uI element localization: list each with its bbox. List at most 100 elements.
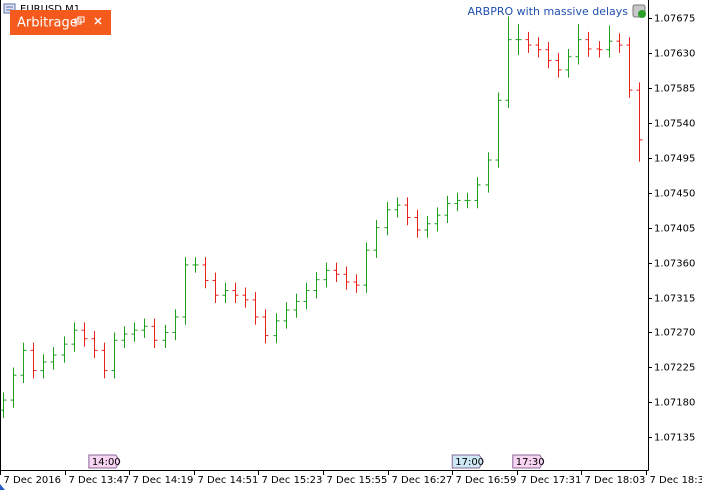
arbitrage-button[interactable]: Arbitrage bbox=[10, 10, 111, 35]
ohlc-bar bbox=[222, 282, 229, 303]
x-tick-label: 7 Dec 18:35 bbox=[650, 475, 702, 486]
y-tick-label: 1.07585 bbox=[654, 84, 695, 95]
x-tick-label: 7 Dec 15:55 bbox=[327, 475, 388, 486]
ohlc-bar bbox=[404, 197, 411, 226]
ohlc-bar bbox=[464, 192, 471, 209]
time-marker bbox=[88, 454, 121, 469]
x-tick-label: 7 Dec 16:59 bbox=[456, 475, 517, 486]
ohlc-bar bbox=[606, 25, 613, 58]
y-tick-label: 1.07315 bbox=[654, 294, 695, 305]
ohlc-bar bbox=[575, 24, 582, 65]
ohlc-bar bbox=[40, 354, 47, 379]
ohlc-bar bbox=[10, 367, 17, 408]
ohlc-bar bbox=[373, 219, 380, 258]
ohlc-bar bbox=[50, 347, 57, 370]
ohlc-bar bbox=[636, 82, 643, 162]
ohlc-bar bbox=[515, 24, 522, 56]
x-tick-label: 7 Dec 16:27 bbox=[392, 475, 453, 486]
x-tick-label: 7 Dec 18:03 bbox=[585, 475, 646, 486]
y-tick-label: 1.07675 bbox=[654, 14, 695, 25]
ohlc-bar bbox=[343, 266, 350, 290]
corner-marker bbox=[0, 484, 5, 490]
y-tick-label: 1.07225 bbox=[654, 363, 695, 374]
ohlc-bar bbox=[555, 52, 562, 78]
ohlc-bar bbox=[384, 201, 391, 236]
ohlc-bar bbox=[293, 293, 300, 318]
ohlc-bar bbox=[444, 195, 451, 223]
ohlc-bar bbox=[192, 257, 199, 273]
ohlc-bar bbox=[545, 41, 552, 69]
x-tick-label: 7 Dec 2016 bbox=[4, 475, 62, 486]
ohlc-bar bbox=[454, 192, 461, 212]
ohlc-bar bbox=[414, 209, 421, 238]
ohlc-bar bbox=[61, 336, 68, 363]
time-marker bbox=[451, 454, 484, 469]
ohlc-bar bbox=[242, 287, 249, 308]
time-marker bbox=[512, 454, 545, 469]
ohlc-bar bbox=[141, 318, 148, 338]
ohlc-bar bbox=[353, 274, 360, 293]
ohlc-bar bbox=[626, 37, 633, 98]
ohlc-bar bbox=[535, 37, 542, 58]
indicator-name: ARBPRO with massive delays bbox=[467, 5, 628, 18]
y-tick-label: 1.07450 bbox=[654, 189, 695, 200]
time-marker-label: 17:30 bbox=[516, 457, 545, 468]
ohlc-bar bbox=[434, 207, 441, 232]
ohlc-bar bbox=[303, 282, 310, 310]
y-tick-label: 1.07360 bbox=[654, 259, 695, 270]
ohlc-bar bbox=[333, 262, 340, 282]
x-tick-label: 7 Dec 17:31 bbox=[521, 475, 582, 486]
ohlc-bar bbox=[101, 342, 108, 379]
ohlc-bar bbox=[91, 330, 98, 359]
ohlc-bar bbox=[363, 242, 370, 293]
ohlc-bar bbox=[616, 33, 623, 53]
x-tick-label: 7 Dec 15:23 bbox=[262, 475, 323, 486]
ohlc-bar bbox=[323, 262, 330, 288]
symbol-title: EURUSD,M1 bbox=[20, 4, 80, 15]
button-label[interactable]: Arbitrage bbox=[17, 16, 78, 31]
ohlc-bar bbox=[111, 332, 118, 379]
ohlc-bar bbox=[81, 322, 88, 347]
ohlc-bar bbox=[424, 215, 431, 238]
ohlc-bar bbox=[252, 292, 259, 325]
ohlc-bar bbox=[182, 257, 189, 325]
restore-icon[interactable] bbox=[74, 16, 85, 25]
ohlc-bar bbox=[525, 31, 532, 53]
ohlc-bar bbox=[151, 318, 158, 349]
y-tick-label: 1.07540 bbox=[654, 119, 695, 130]
ohlc-bar bbox=[162, 324, 169, 349]
close-icon[interactable] bbox=[94, 17, 102, 25]
ohlc-bar bbox=[585, 31, 592, 57]
ohlc-bar bbox=[596, 41, 603, 58]
y-tick-label: 1.07630 bbox=[654, 49, 695, 60]
time-marker-label: 14:00 bbox=[92, 457, 121, 468]
ohlc-bar bbox=[71, 322, 78, 352]
ohlc-bar bbox=[232, 282, 239, 303]
ohlc-bar bbox=[212, 272, 219, 303]
ohlc-bar bbox=[262, 309, 269, 344]
ohlc-bar bbox=[485, 152, 492, 193]
indicator-icon bbox=[632, 4, 646, 18]
x-tick-label: 7 Dec 14:19 bbox=[133, 475, 194, 486]
ohlc-bar bbox=[172, 309, 179, 341]
ohlc-bar bbox=[202, 257, 209, 289]
ohlc-bar bbox=[30, 342, 37, 379]
x-tick-label: 7 Dec 14:51 bbox=[198, 475, 259, 486]
y-tick-label: 1.07405 bbox=[654, 224, 695, 235]
time-marker-label: 17:00 bbox=[455, 457, 484, 468]
ohlc-bar bbox=[394, 197, 401, 218]
ohlc-bar bbox=[313, 271, 320, 299]
y-tick-label: 1.07180 bbox=[654, 398, 695, 409]
ohlc-bar bbox=[565, 48, 572, 78]
ohlc-bar bbox=[131, 322, 138, 342]
ohlc-bar bbox=[474, 177, 481, 209]
ohlc-bar bbox=[495, 92, 502, 168]
ohlc-bar bbox=[273, 313, 280, 344]
y-tick-label: 1.07495 bbox=[654, 154, 695, 165]
x-tick-label: 7 Dec 13:47 bbox=[69, 475, 130, 486]
ohlc-bar bbox=[121, 326, 128, 349]
ohlc-bar bbox=[283, 302, 290, 329]
ohlc-bar bbox=[20, 342, 27, 383]
